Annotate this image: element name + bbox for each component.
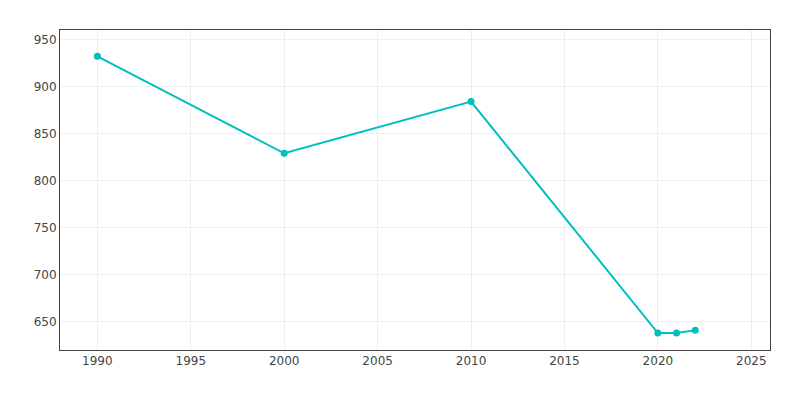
svg-text:850: 850 — [34, 127, 57, 141]
svg-text:2025: 2025 — [736, 354, 767, 368]
svg-text:2015: 2015 — [549, 354, 580, 368]
svg-text:750: 750 — [34, 221, 57, 235]
svg-text:2010: 2010 — [456, 354, 487, 368]
svg-text:2000: 2000 — [269, 354, 300, 368]
svg-text:2020: 2020 — [643, 354, 674, 368]
svg-text:1995: 1995 — [176, 354, 207, 368]
svg-text:650: 650 — [34, 315, 57, 329]
svg-text:700: 700 — [34, 268, 57, 282]
svg-text:2005: 2005 — [362, 354, 393, 368]
svg-text:950: 950 — [34, 33, 57, 47]
svg-text:900: 900 — [34, 80, 57, 94]
svg-text:1990: 1990 — [82, 354, 113, 368]
svg-text:800: 800 — [34, 174, 57, 188]
